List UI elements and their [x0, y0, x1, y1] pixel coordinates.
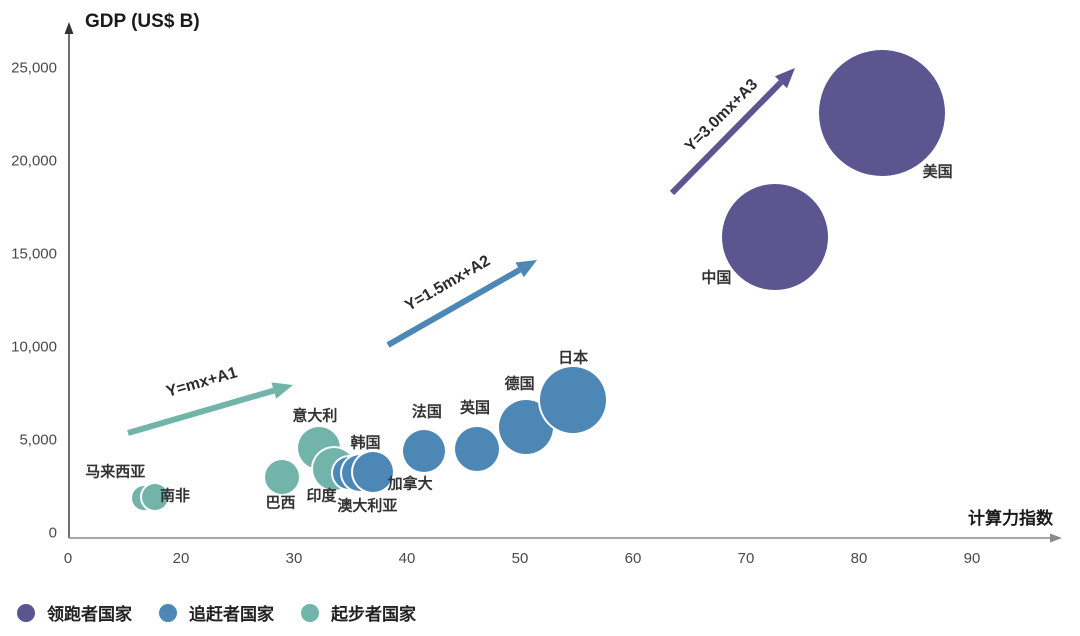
country-label-加拿大: 加拿大 [387, 475, 433, 493]
country-label-巴西: 巴西 [265, 494, 296, 512]
legend-label-chaser: 追赶者国家 [189, 605, 274, 624]
x-tick-label: 80 [850, 550, 868, 567]
legend-dot-starter [301, 603, 319, 622]
country-label-中国: 中国 [701, 269, 732, 287]
bubble-美国 [818, 49, 945, 176]
legend-dot-chaser [159, 603, 177, 622]
country-label-法国: 法国 [411, 403, 442, 421]
legend-item-leader: 领跑者国家 [17, 600, 132, 625]
country-label-印度: 印度 [306, 487, 337, 505]
y-tick-label: 20,000 [11, 152, 57, 170]
trend-equation-label: Y=3.0mx+A3 [681, 75, 762, 156]
bubble-中国 [722, 184, 829, 291]
trend-arrow-leader [669, 68, 795, 196]
legend-dot-leader [17, 603, 35, 622]
legend-item-chaser: 追赶者国家 [159, 600, 274, 625]
country-label-英国: 英国 [460, 399, 491, 417]
x-tick-label: 30 [285, 550, 303, 567]
country-label-德国: 德国 [504, 375, 535, 393]
x-tick-label: 90 [963, 550, 981, 567]
bubble-法国 [402, 430, 445, 473]
bubble-巴西 [264, 460, 299, 495]
y-axis-line [64, 22, 74, 538]
x-tick-label: 20 [172, 550, 190, 567]
x-tick-label: 70 [737, 550, 755, 567]
country-label-马来西亚: 马来西亚 [85, 463, 146, 481]
trend-arrow-starter [127, 382, 293, 436]
trend-equation-label: Y=1.5mx+A2 [402, 252, 494, 315]
legend-label-leader: 领跑者国家 [47, 605, 132, 624]
country-label-澳大利亚: 澳大利亚 [337, 497, 398, 515]
x-axis-title: 计算力指数 [968, 509, 1053, 528]
trend-equation-label: Y=mx+A1 [164, 364, 240, 401]
y-tick-label: 25,000 [11, 59, 57, 77]
legend: 领跑者国家 追赶者国家 起步者国家 [17, 600, 416, 625]
bubble-英国 [455, 427, 500, 472]
country-label-日本: 日本 [558, 349, 589, 367]
country-label-美国: 美国 [922, 163, 953, 181]
x-axis-line [69, 533, 1062, 543]
x-tick-label: 0 [63, 550, 73, 567]
y-tick-label: 15,000 [11, 245, 57, 263]
x-tick-label: 40 [398, 550, 416, 567]
legend-item-starter: 起步者国家 [301, 600, 416, 625]
legend-label-starter: 起步者国家 [331, 605, 416, 624]
y-axis-title: GDP (US$ B) [85, 11, 200, 32]
country-label-南非: 南非 [159, 487, 191, 505]
bubble-日本 [540, 367, 607, 433]
country-label-韩国: 韩国 [350, 434, 381, 452]
bubble-加拿大 [353, 451, 394, 492]
bubble-南非 [142, 483, 168, 510]
country-label-意大利: 意大利 [292, 407, 338, 425]
x-tick-label: 60 [624, 550, 642, 567]
y-tick-label: 5,000 [19, 431, 57, 449]
y-tick-label: 0 [48, 524, 57, 542]
x-tick-label: 50 [511, 550, 529, 567]
y-tick-label: 10,000 [11, 338, 57, 356]
